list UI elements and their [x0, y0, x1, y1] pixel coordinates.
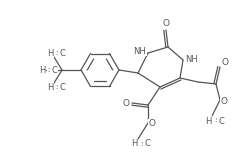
Text: C: C: [59, 48, 65, 57]
Text: O: O: [148, 120, 156, 128]
Text: H: H: [131, 140, 137, 148]
Text: H: H: [39, 65, 45, 75]
Text: C: C: [218, 116, 224, 125]
Text: NH: NH: [186, 55, 198, 64]
Text: C: C: [144, 140, 150, 148]
Text: 3: 3: [48, 68, 51, 72]
Text: O: O: [163, 19, 169, 28]
Text: 3: 3: [214, 119, 218, 124]
Text: 3: 3: [56, 51, 59, 56]
Text: O: O: [122, 99, 130, 108]
Text: H: H: [47, 83, 53, 92]
Text: 3: 3: [140, 141, 144, 147]
Text: NH: NH: [134, 47, 146, 56]
Text: H: H: [205, 116, 211, 125]
Text: O: O: [220, 97, 228, 107]
Text: 3: 3: [56, 84, 59, 89]
Text: H: H: [47, 48, 53, 57]
Text: C: C: [59, 83, 65, 92]
Text: O: O: [222, 57, 228, 67]
Text: C: C: [51, 65, 57, 75]
